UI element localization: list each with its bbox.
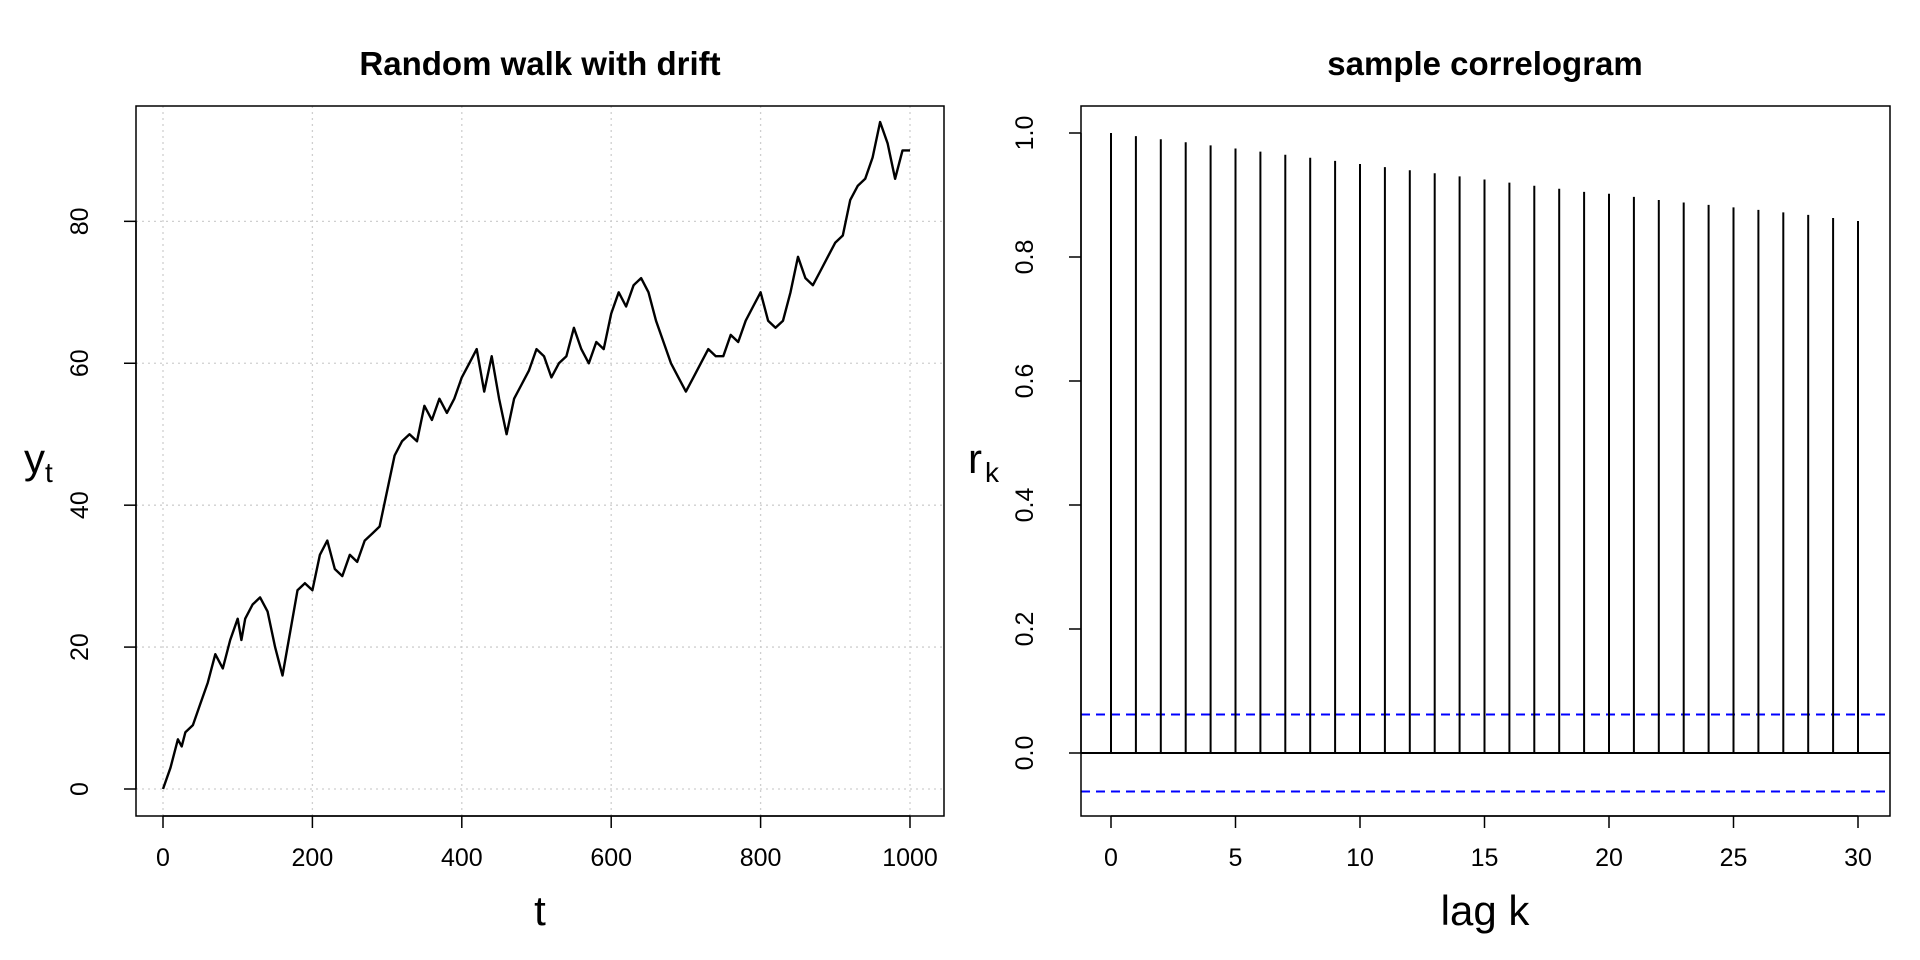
x-tick-label: 0 bbox=[156, 844, 170, 872]
y-tick-label: 0.0 bbox=[1011, 736, 1039, 771]
random-walk-panel: 0 200 400 600 800 1000 0 20 40 60 80 Random walk … bbox=[24, 45, 945, 934]
x-tick-label: 600 bbox=[590, 844, 632, 872]
x-tick-label: 20 bbox=[1595, 844, 1623, 872]
y-tick-label: 0.8 bbox=[1011, 240, 1039, 275]
y-tick-label: 0.6 bbox=[1011, 364, 1039, 399]
y-tick-label: 0.2 bbox=[1011, 612, 1039, 647]
correlogram-y-label-sub: k bbox=[985, 457, 1000, 488]
random-walk-line bbox=[161, 120, 910, 790]
random-walk-y-axis: 0 20 40 60 80 bbox=[66, 207, 137, 796]
x-tick-label: 5 bbox=[1229, 844, 1243, 872]
y-tick-label: 0 bbox=[66, 782, 94, 796]
correlogram-x-label: lag k bbox=[1441, 887, 1531, 934]
y-tick-label: 0.4 bbox=[1011, 488, 1039, 523]
correlogram-panel: 0 5 10 15 20 25 30 0.0 0.2 0.4 0.6 0.8 1.0 sample c… bbox=[968, 45, 1891, 934]
y-tick-label: 20 bbox=[66, 633, 94, 661]
x-tick-label: 1000 bbox=[882, 844, 938, 872]
correlogram-x-axis: 0 5 10 15 20 25 30 bbox=[1104, 815, 1872, 872]
y-tick-label: 40 bbox=[66, 491, 94, 519]
random-walk-title: Random walk with drift bbox=[359, 45, 720, 82]
random-walk-x-axis: 0 200 400 600 800 1000 bbox=[156, 815, 938, 872]
x-tick-label: 25 bbox=[1720, 844, 1748, 872]
x-tick-label: 15 bbox=[1471, 844, 1499, 872]
y-tick-label: 80 bbox=[66, 207, 94, 235]
random-walk-y-label-main: y bbox=[24, 435, 45, 482]
y-tick-label: 1.0 bbox=[1011, 116, 1039, 151]
x-tick-label: 30 bbox=[1844, 844, 1872, 872]
y-tick-label: 60 bbox=[66, 349, 94, 377]
x-tick-label: 0 bbox=[1104, 844, 1118, 872]
correlogram-y-label: r k bbox=[968, 435, 1000, 488]
correlogram-title: sample correlogram bbox=[1327, 45, 1642, 82]
x-tick-label: 800 bbox=[740, 844, 782, 872]
x-tick-label: 200 bbox=[292, 844, 334, 872]
x-tick-label: 10 bbox=[1346, 844, 1374, 872]
random-walk-x-label: t bbox=[534, 887, 546, 934]
correlogram-y-axis: 0.0 0.2 0.4 0.6 0.8 1.0 bbox=[1011, 116, 1082, 771]
x-tick-label: 400 bbox=[441, 844, 483, 872]
correlogram-y-label-main: r bbox=[968, 435, 982, 482]
correlogram-bars bbox=[1110, 133, 1859, 753]
random-walk-plot-frame bbox=[135, 105, 945, 817]
random-walk-y-label: y t bbox=[24, 435, 53, 488]
random-walk-grid bbox=[136, 106, 944, 816]
random-walk-y-label-sub: t bbox=[45, 457, 53, 488]
